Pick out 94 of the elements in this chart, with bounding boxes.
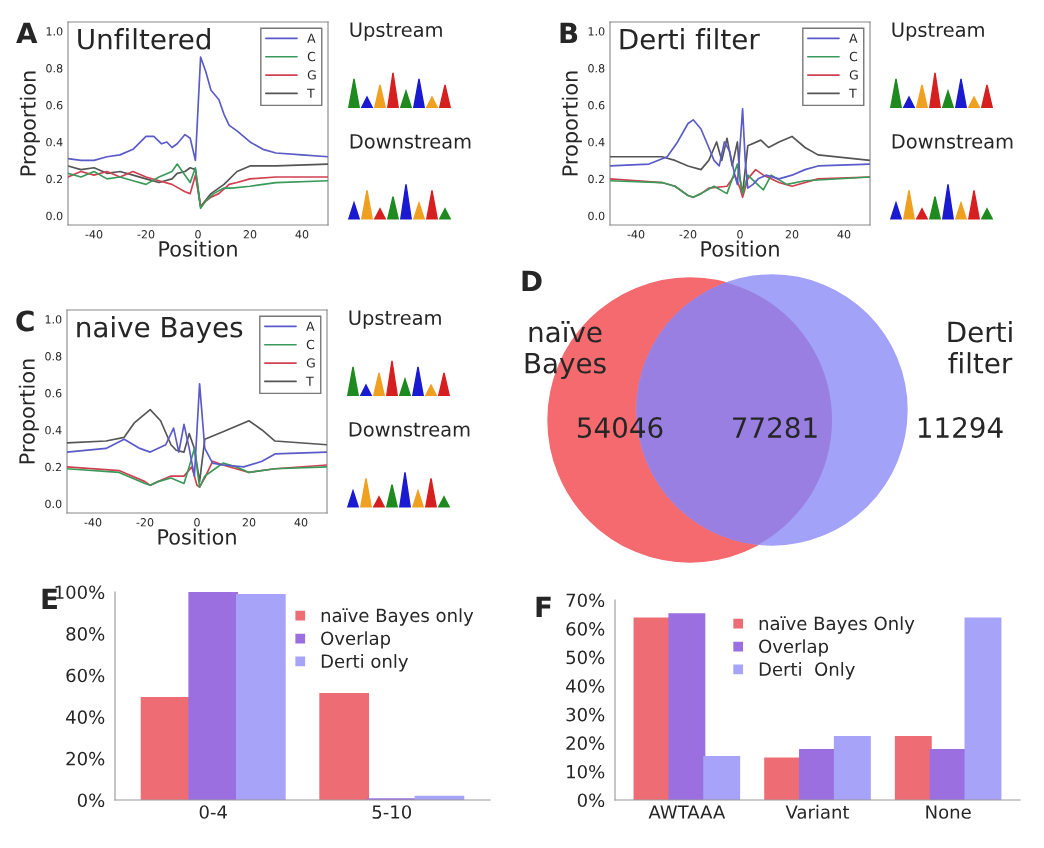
y-tick-label: 0.4 bbox=[588, 137, 605, 147]
y-tick-label: 100% bbox=[55, 585, 105, 600]
text: Downstream bbox=[892, 134, 1013, 149]
y-axis-title: Proportion bbox=[561, 71, 582, 176]
text: Downstream bbox=[349, 422, 470, 437]
y-tick-label: 10% bbox=[567, 764, 605, 779]
y-tick-label: 0.4 bbox=[46, 137, 63, 147]
y-tick-label: 30% bbox=[566, 707, 605, 722]
x-tick-label: 0 bbox=[195, 230, 201, 239]
y-tick-label: 0.0 bbox=[45, 499, 62, 509]
y-tick-label: 0.6 bbox=[588, 101, 605, 110]
chart-title: naive Bayes bbox=[77, 316, 243, 343]
y-tick-label: 0.0 bbox=[46, 211, 63, 221]
y-tick-label: 60% bbox=[66, 668, 105, 683]
y-tick-label: 1.0 bbox=[45, 315, 62, 324]
y-tick-label: 1.0 bbox=[46, 27, 63, 36]
text: F bbox=[536, 596, 551, 618]
x-tick-label: 20 bbox=[243, 230, 257, 239]
text: Upstream bbox=[892, 22, 984, 41]
x-tick-label: 0-4 bbox=[199, 805, 227, 819]
x-tick-label: None bbox=[926, 805, 971, 819]
data-label: 77281 bbox=[733, 417, 817, 439]
x-tick-label: 20 bbox=[242, 518, 256, 527]
data-label: 11294 bbox=[918, 417, 1003, 439]
x-tick-label: 40 bbox=[837, 230, 851, 239]
y-tick-label: 60% bbox=[566, 622, 605, 636]
x-tick-label: -40 bbox=[84, 518, 102, 527]
x-tick-label: -20 bbox=[679, 230, 697, 239]
x-axis-title: Position bbox=[701, 240, 779, 257]
x-tick-label: -20 bbox=[137, 230, 155, 239]
text: Upstream bbox=[349, 310, 441, 329]
y-tick-label: 0.8 bbox=[45, 352, 62, 361]
y-tick-label: 70% bbox=[566, 593, 605, 608]
x-tick-label: -40 bbox=[85, 230, 103, 239]
text: E bbox=[42, 588, 57, 609]
legend-label: naïve Bayes only bbox=[321, 608, 474, 626]
legend-label: C bbox=[306, 339, 315, 350]
legend-label: Derti only bbox=[321, 654, 409, 672]
legend-label: G bbox=[307, 70, 316, 80]
y-tick-label: 0% bbox=[577, 793, 605, 808]
text: D bbox=[522, 270, 542, 292]
x-tick-label: 40 bbox=[294, 518, 308, 527]
y-tick-label: 0.8 bbox=[588, 64, 605, 73]
legend-label: Overlap bbox=[321, 631, 391, 649]
legend-label: T bbox=[307, 88, 315, 98]
y-tick-label: 0.2 bbox=[45, 462, 62, 472]
y-tick-label: 0.2 bbox=[588, 174, 605, 184]
y-tick-label: 0.2 bbox=[46, 174, 63, 184]
x-tick-label: AWTAAA bbox=[648, 805, 726, 819]
legend-label: A bbox=[306, 321, 315, 331]
x-tick-label: 0 bbox=[194, 518, 200, 527]
text: Upstream bbox=[350, 22, 442, 41]
legend-label: G bbox=[849, 70, 858, 80]
y-tick-label: 0.0 bbox=[588, 211, 605, 221]
x-tick-label: 40 bbox=[295, 230, 309, 239]
y-tick-label: 20% bbox=[566, 736, 605, 750]
category-label: Derti filter bbox=[948, 321, 1013, 374]
x-axis-title: Position bbox=[159, 240, 237, 257]
legend-label: T bbox=[306, 376, 314, 386]
legend-label: naïve Bayes Only bbox=[759, 616, 915, 634]
text: A bbox=[16, 22, 38, 44]
y-tick-label: 0.8 bbox=[46, 64, 63, 73]
y-tick-label: 40% bbox=[566, 679, 605, 693]
y-axis-title: Proportion bbox=[19, 71, 40, 176]
y-axis-title: Proportion bbox=[18, 359, 39, 464]
legend-label: G bbox=[306, 358, 315, 368]
x-tick-label: -20 bbox=[136, 518, 154, 527]
y-tick-label: 80% bbox=[66, 627, 105, 641]
x-tick-label: 20 bbox=[785, 230, 799, 239]
y-tick-label: 1.0 bbox=[588, 27, 605, 36]
x-tick-label: 0 bbox=[737, 230, 743, 239]
legend-label: A bbox=[307, 33, 316, 43]
chart-title: Unfiltered bbox=[78, 28, 210, 50]
y-tick-label: 50% bbox=[566, 650, 605, 665]
legend-label: C bbox=[849, 51, 858, 62]
legend-label: C bbox=[307, 51, 316, 62]
chart-title: Derti filter bbox=[620, 28, 760, 50]
legend-label: Derti Only bbox=[759, 662, 855, 680]
y-tick-label: 20% bbox=[66, 751, 105, 766]
text: B bbox=[560, 22, 578, 44]
x-tick-label: 5-10 bbox=[372, 805, 412, 819]
y-tick-label: 0% bbox=[77, 793, 105, 808]
legend-label: Overlap bbox=[759, 639, 829, 657]
legend-label: T bbox=[849, 88, 857, 98]
x-axis-title: Position bbox=[158, 528, 236, 545]
legend-label: A bbox=[849, 33, 858, 43]
x-tick-label: Variant bbox=[785, 804, 850, 819]
y-tick-label: 0.6 bbox=[46, 101, 63, 110]
text: Downstream bbox=[350, 134, 471, 149]
y-tick-label: 0.6 bbox=[45, 389, 62, 398]
y-tick-label: 40% bbox=[66, 710, 105, 724]
y-tick-label: 0.4 bbox=[45, 425, 62, 435]
text: C bbox=[16, 310, 34, 332]
x-tick-label: -40 bbox=[627, 230, 645, 239]
